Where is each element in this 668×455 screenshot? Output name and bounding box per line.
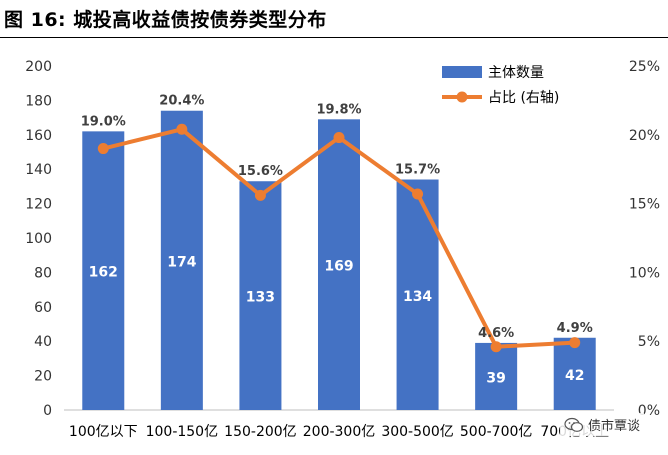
legend-bar-label: 主体数量 bbox=[488, 65, 544, 81]
figure-title-bar: 图 16: 城投高收益债按债券类型分布 bbox=[0, 0, 668, 36]
share-point bbox=[412, 188, 424, 200]
y-left-tick-label: 60 bbox=[34, 300, 52, 316]
y-left-tick-label: 80 bbox=[34, 265, 52, 281]
share-point bbox=[490, 341, 502, 353]
share-value-label: 15.6% bbox=[238, 164, 283, 179]
bar-value-label: 39 bbox=[486, 370, 505, 386]
y-left-tick-label: 200 bbox=[25, 59, 52, 75]
share-value-label: 20.4% bbox=[159, 94, 204, 109]
legend-bar-swatch bbox=[442, 66, 482, 78]
wechat-icon bbox=[564, 417, 584, 432]
bar bbox=[318, 119, 360, 410]
y-right-tick-label: 15% bbox=[629, 197, 660, 213]
bar bbox=[553, 337, 596, 410]
watermark-text: 债市覃谈 bbox=[588, 419, 641, 434]
y-left-tick-label: 40 bbox=[34, 334, 52, 350]
share-point bbox=[176, 123, 188, 135]
x-tick-label: 100亿以下 bbox=[69, 424, 138, 440]
y-left-tick-label: 160 bbox=[25, 128, 52, 144]
figure-title: 图 16: 城投高收益债按债券类型分布 bbox=[4, 8, 327, 31]
x-tick-label: 100-150亿 bbox=[146, 424, 219, 440]
bar-value-label: 162 bbox=[89, 265, 118, 281]
chart-area: 0204060801001201401601802000%5%10%15%20%… bbox=[25, 59, 660, 440]
x-tick-label: 300-500亿 bbox=[381, 424, 454, 440]
share-point bbox=[333, 132, 345, 144]
title-divider bbox=[0, 37, 668, 38]
y-left-tick-label: 140 bbox=[25, 162, 52, 178]
share-point bbox=[569, 337, 581, 349]
share-point bbox=[97, 143, 109, 155]
bar-value-label: 169 bbox=[324, 259, 353, 275]
share-value-label: 15.7% bbox=[395, 163, 440, 178]
share-value-label: 19.8% bbox=[316, 102, 361, 117]
bar bbox=[475, 342, 518, 410]
bar-value-label: 42 bbox=[565, 368, 584, 384]
share-point bbox=[254, 189, 266, 201]
y-right-tick-label: 25% bbox=[629, 59, 660, 75]
y-right-tick-label: 10% bbox=[629, 265, 660, 281]
y-right-tick-label: 20% bbox=[629, 128, 660, 144]
y-left-tick-label: 180 bbox=[25, 93, 52, 109]
share-value-label: 4.6% bbox=[478, 326, 514, 341]
bar bbox=[82, 131, 125, 411]
bar bbox=[160, 110, 203, 410]
y-left-tick-label: 120 bbox=[25, 197, 52, 213]
bar bbox=[239, 181, 282, 410]
y-right-tick-label: 5% bbox=[638, 334, 660, 350]
share-value-label: 19.0% bbox=[81, 114, 126, 129]
legend-line-marker bbox=[456, 91, 468, 103]
bar-value-label: 134 bbox=[403, 289, 432, 305]
bar-value-label: 174 bbox=[167, 254, 196, 270]
watermark: 债市覃谈 bbox=[560, 413, 645, 436]
share-value-label: 4.9% bbox=[557, 321, 593, 336]
x-tick-label: 500-700亿 bbox=[460, 424, 533, 440]
x-tick-label: 200-300亿 bbox=[303, 424, 376, 440]
y-left-tick-label: 0 bbox=[43, 403, 52, 419]
y-left-tick-label: 100 bbox=[25, 231, 52, 247]
y-left-tick-label: 20 bbox=[34, 369, 52, 385]
x-tick-label: 150-200亿 bbox=[224, 424, 297, 440]
legend-line-label: 占比 (右轴) bbox=[488, 90, 559, 106]
bar-value-label: 133 bbox=[246, 290, 275, 306]
